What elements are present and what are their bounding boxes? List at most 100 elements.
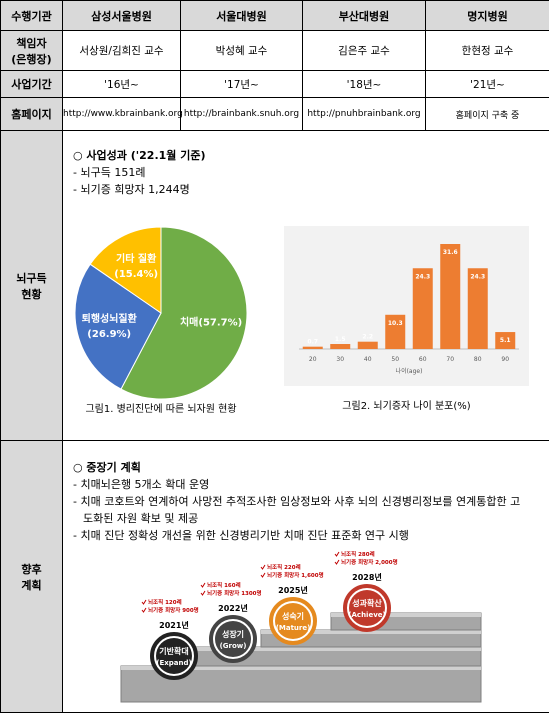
item: - 뇌기증 희망자 1,244명 <box>73 183 190 196</box>
bar <box>467 268 488 349</box>
x-tick-label: 20 <box>309 356 317 363</box>
data-label: 24.3 <box>415 273 430 280</box>
step-top <box>191 647 481 651</box>
category: 치매 <box>180 315 198 328</box>
item: - 치매 코호트와 연계하여 사망전 추적조사한 임상정보와 사후 뇌의 신경병… <box>73 495 521 525</box>
caption: 그림2. 뇌기증자 나이 분포(%) <box>342 400 470 412</box>
bar <box>440 244 461 349</box>
header-cell: 수행기관 <box>0 0 63 31</box>
plan-content: 기반확대 (Expand) 2021년 뇌조직 120례 뇌기증 희망자 900명 성장기… <box>63 441 549 712</box>
stage-circle <box>156 638 192 674</box>
x-tick-label: 90 <box>501 356 509 363</box>
row-label: 향후 계획 <box>0 440 63 713</box>
stage-year: 2022년 <box>218 603 248 613</box>
x-axis-label: 나이(age) <box>396 367 423 375</box>
row-label: 뇌구득 현황 <box>0 130 63 441</box>
data-label: 5.1 <box>500 337 511 344</box>
row-label: 책임자 (은행장) <box>0 30 63 71</box>
plan-cell: 기반확대 (Expand) 2021년 뇌조직 120례 뇌기증 희망자 900명 성장기… <box>62 440 549 713</box>
data-label: 0.7 <box>307 339 318 346</box>
pie-label: 퇴행성뇌질환 (26.9%) <box>82 312 138 340</box>
cell: 서상원/김희진 교수 <box>62 30 181 71</box>
heading: ○ 중장기 계획 <box>73 461 141 474</box>
category: 퇴행성뇌질환 <box>82 312 138 325</box>
stage-name: 성숙기 <box>282 611 304 621</box>
data-label: 31.6 <box>443 249 458 256</box>
stage-name: 성과확산 <box>352 598 382 608</box>
cell: '17년~ <box>180 70 303 98</box>
stage-circle <box>349 590 385 626</box>
status-text: ○ 사업성과 ('22.1월 기준) - 뇌구득 151례 - 뇌기증 희망자 1,… <box>73 147 206 198</box>
cell: '16년~ <box>62 70 181 98</box>
value-label: (57.7%) <box>198 317 242 328</box>
pie-slice <box>120 226 248 400</box>
check-icon <box>141 599 147 605</box>
x-tick-label: 50 <box>391 356 399 363</box>
stage-circle <box>275 603 311 639</box>
header-cell: 명지병원 <box>425 0 549 31</box>
value-label: (26.9%) <box>87 329 131 340</box>
row-label: 홈페이지 <box>0 97 63 131</box>
pie-slice <box>89 226 162 314</box>
check-icon <box>260 564 266 570</box>
heading: ○ 사업성과 ('22.1월 기준) <box>73 149 206 162</box>
cell: '21년~ <box>425 70 549 98</box>
header-cell: 서울대병원 <box>180 0 303 31</box>
pie-label: 기타 질환 (15.4%) <box>114 252 158 280</box>
stage-note: 뇌기증 희망자 1,600명 <box>267 571 324 579</box>
stage-note: 뇌기증 희망자 2,000명 <box>341 558 398 566</box>
data-label: 1.5 <box>335 336 346 343</box>
data-label: 24.3 <box>470 273 485 280</box>
data-label: 10.3 <box>388 320 403 327</box>
stage-note: 뇌기증 희망자 1300명 <box>207 589 262 597</box>
header-cell: 삼성서울병원 <box>62 0 181 31</box>
cell: 박성혜 교수 <box>180 30 303 71</box>
x-tick-label: 30 <box>336 356 344 363</box>
item: - 치매뇌은행 5개소 확대 운영 <box>73 478 210 491</box>
header-cell: 부산대병원 <box>302 0 426 31</box>
x-tick-label: 40 <box>364 356 372 363</box>
stage-note: 뇌조직 220례 <box>267 563 301 571</box>
cell: http://www.kbrainbank.org <box>62 97 183 131</box>
bar <box>330 344 351 349</box>
category: 기타 질환 <box>116 252 157 265</box>
plan-text: ○ 중장기 계획 - 치매뇌은행 5개소 확대 운영 - 치매 코호트와 연계하여 … <box>73 459 523 544</box>
bar <box>495 332 516 349</box>
charts: 치매(57.7%) 퇴행성뇌질환 (26.9%) 기타 질환 (15.4%) 그림1. 병… <box>74 226 529 415</box>
x-tick-label: 60 <box>419 356 427 363</box>
cell: 김은주 교수 <box>302 30 426 71</box>
cell: '18년~ <box>302 70 426 98</box>
stage-year: 2021년 <box>159 620 189 630</box>
cell: 홈페이지 구축 중 <box>425 97 549 131</box>
stage-name: 기반확대 <box>159 646 188 656</box>
pie-label: 치매(57.7%) <box>180 315 242 328</box>
check-icon <box>200 582 206 588</box>
value-label: (15.4%) <box>114 269 158 280</box>
check-icon <box>141 607 147 613</box>
stage-name-en: (Achieve) <box>348 611 385 619</box>
stage-year: 2028년 <box>352 572 382 582</box>
stage-name-en: (Grow) <box>220 642 247 650</box>
item: - 치매 진단 정확성 개선을 위한 신경병리기반 치매 진단 표준화 연구 시… <box>73 529 409 542</box>
cell: http://brainbank.snuh.org <box>180 97 303 131</box>
stage-note: 뇌조직 160례 <box>207 581 241 589</box>
step-top <box>121 666 481 670</box>
check-icon <box>200 590 206 596</box>
stage-name-en: (Mature) <box>276 624 311 632</box>
status-cell: ○ 사업성과 ('22.1월 기준) - 뇌구득 151례 - 뇌기증 희망자 1,… <box>62 130 549 441</box>
stage-note: 뇌조직 280례 <box>341 550 375 558</box>
x-tick-label: 80 <box>474 356 482 363</box>
data-label: 2.2 <box>362 334 373 341</box>
stage-circle <box>215 621 251 657</box>
bar <box>357 341 378 349</box>
stage-note: 뇌기증 희망자 900명 <box>148 606 199 614</box>
bar <box>412 268 433 349</box>
stage-year: 2025년 <box>278 585 308 595</box>
caption: 그림1. 병리진단에 따른 뇌자원 현황 <box>85 403 236 415</box>
item: - 뇌구득 151례 <box>73 166 146 179</box>
bar <box>302 346 323 349</box>
check-icon <box>260 572 266 578</box>
